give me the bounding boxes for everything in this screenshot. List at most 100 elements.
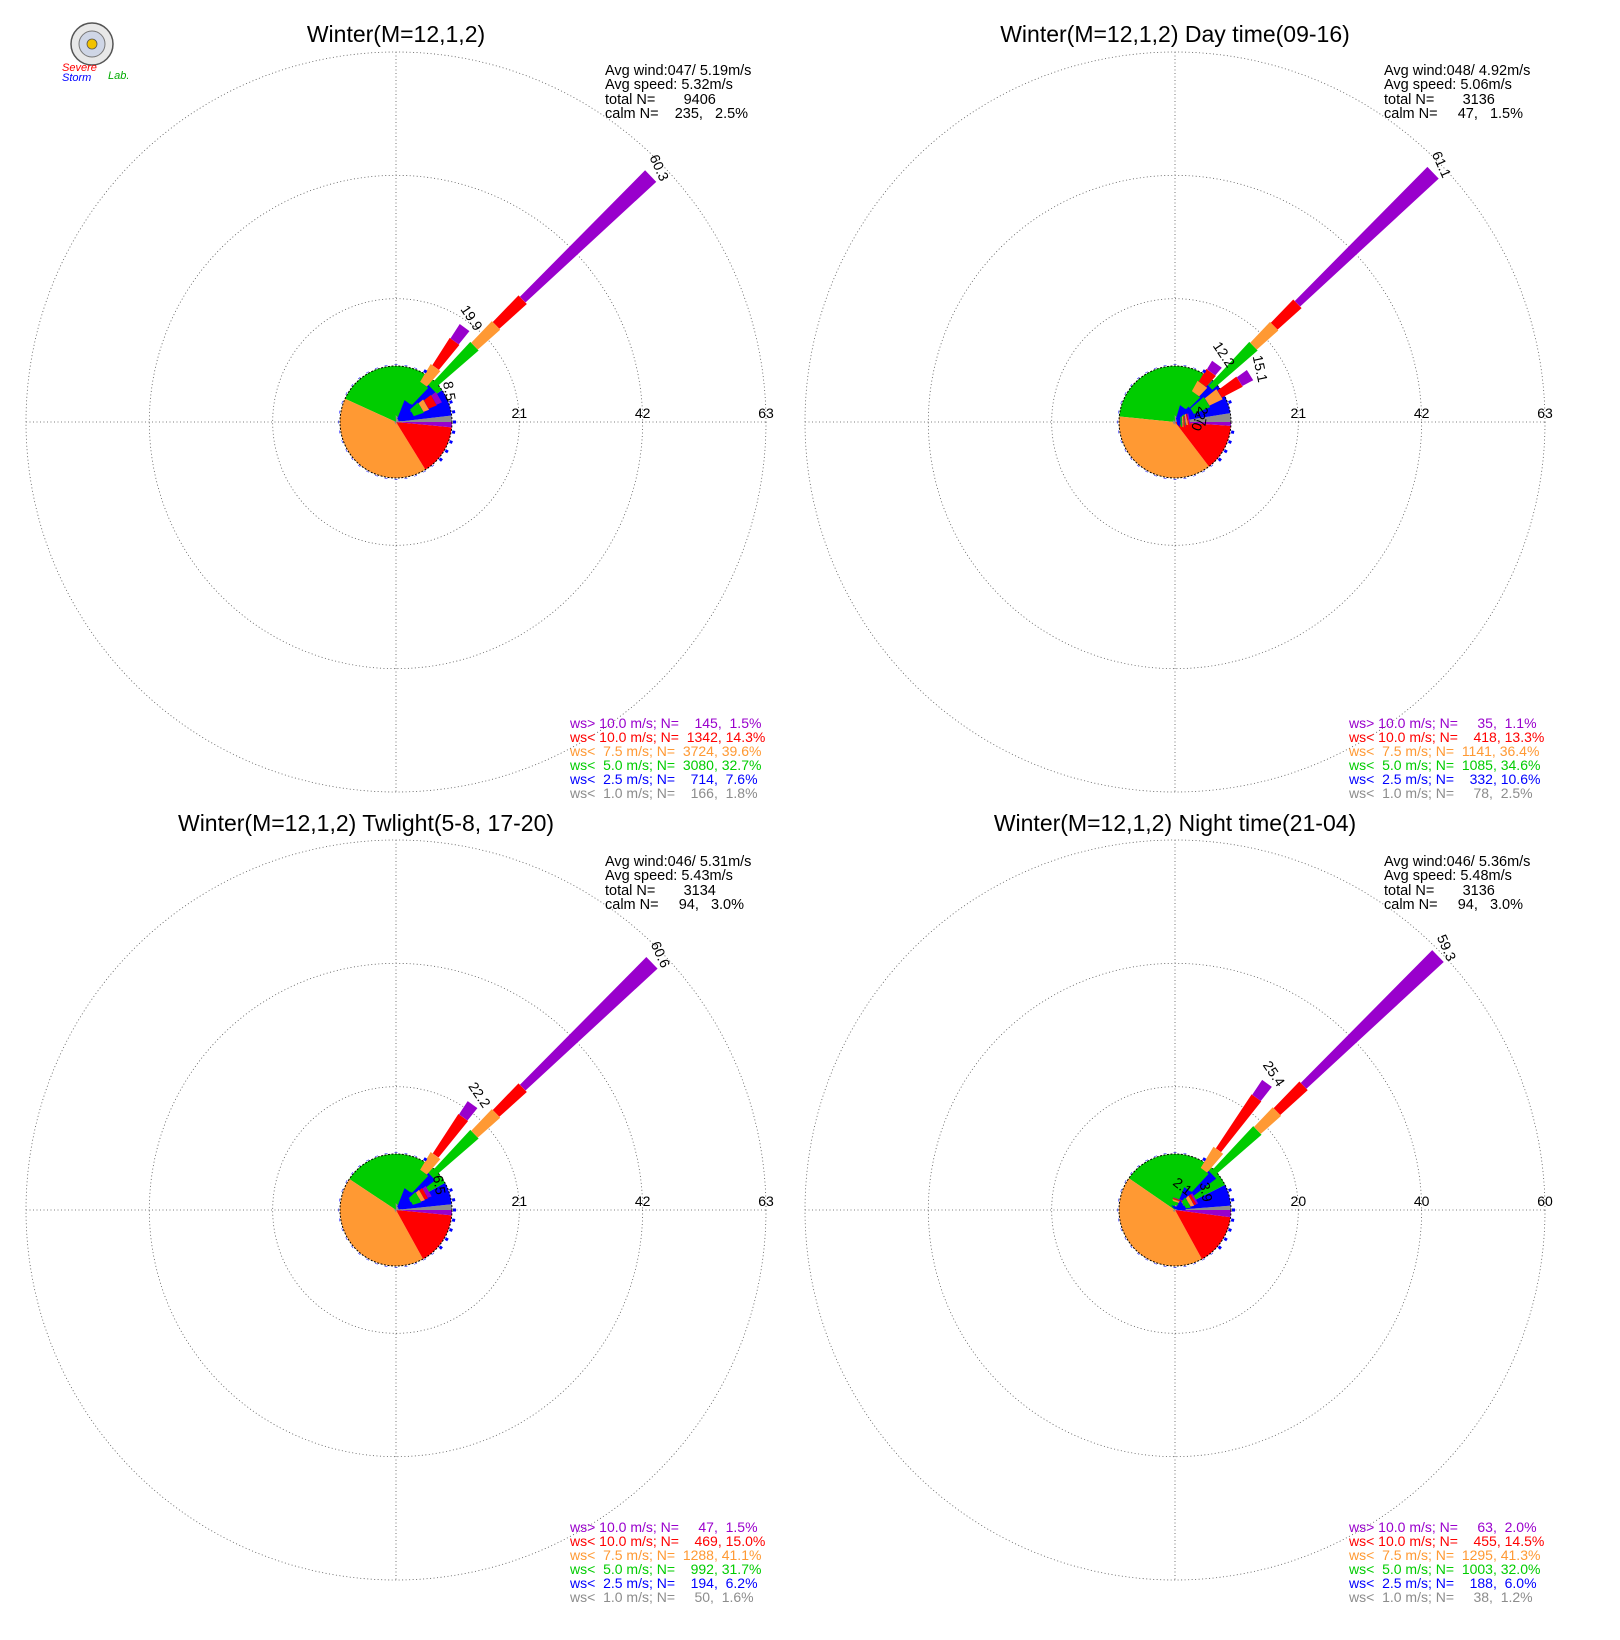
grid-ring xyxy=(1051,298,1299,546)
grid-ring xyxy=(25,51,767,793)
wind-spoke-band xyxy=(1206,360,1222,376)
minor-wind-tick xyxy=(444,1237,449,1242)
wind-spoke-band xyxy=(1270,299,1302,330)
ring-label: 20 xyxy=(1291,1193,1307,1209)
minor-wind-tick xyxy=(449,440,453,444)
wind-spoke-band xyxy=(397,407,415,422)
wind-spoke-band xyxy=(1236,370,1254,387)
wind-spoke-band xyxy=(393,1208,397,1213)
legend-entry: ws> 10.0 m/s; N= 35, 1.1% xyxy=(1348,715,1537,731)
minor-wind-tick xyxy=(451,1198,456,1202)
legend-entry: ws< 7.5 m/s; N= 1295, 41.3% xyxy=(1348,1547,1540,1563)
minor-wind-tick xyxy=(1228,1228,1232,1232)
panel-title: Winter(M=12,1,2) Twlight(5-8, 17-20) xyxy=(178,810,554,836)
pie-slice-gray xyxy=(396,1204,452,1210)
avg-wind-text: Avg wind:046/ 5.31m/s xyxy=(605,854,751,870)
ring-label: 42 xyxy=(635,405,651,421)
total-n-text: total N= 3136 xyxy=(1384,92,1495,108)
legend: ws> 10.0 m/s; N= 47, 1.5% ws< 10.0 m/s; … xyxy=(569,1519,765,1605)
legend-entry: ws< 5.0 m/s; N= 992, 31.7% xyxy=(569,1561,761,1577)
logo-word-severe: Severe xyxy=(62,62,97,74)
peak-label: 8.5 xyxy=(440,380,459,402)
avg-wind-text: Avg wind:047/ 5.19m/s xyxy=(605,63,751,79)
wind-spoke-band xyxy=(471,321,501,350)
wind-rose-panel: Winter(M=12,1,2) Day time(09-16) 21 42 6… xyxy=(804,21,1553,801)
ring-label: 63 xyxy=(758,1193,774,1209)
wind-spokes xyxy=(1117,950,1444,1268)
legend-entry: ws< 1.0 m/s; N= 78, 2.5% xyxy=(1348,785,1533,801)
pie-slice-red xyxy=(396,422,452,470)
ring-label: 42 xyxy=(635,1193,651,1209)
wind-spoke-band xyxy=(1186,413,1190,425)
pie-slice-red xyxy=(1175,422,1231,467)
ring-label: 21 xyxy=(1291,405,1307,421)
wind-spoke-band xyxy=(1173,419,1175,425)
wind-spoke-band xyxy=(423,394,437,409)
minor-wind-tick xyxy=(1223,1237,1228,1242)
wind-spoke-band xyxy=(419,1188,429,1200)
panel-title: Winter(M=12,1,2) xyxy=(307,21,485,47)
pie-center xyxy=(339,365,453,479)
pie-slice-blue xyxy=(1175,1184,1231,1210)
stats-block: Avg wind:048/ 4.92m/s Avg speed: 5.06m/s… xyxy=(1384,63,1530,122)
wind-spoke-band xyxy=(431,392,442,405)
wind-spoke-band xyxy=(410,402,424,417)
legend-entry: ws< 10.0 m/s; N= 469, 15.0% xyxy=(569,1533,765,1549)
legend-entry: ws< 5.0 m/s; N= 1003, 32.0% xyxy=(1348,1561,1540,1577)
pie-slice-purple xyxy=(1175,1210,1231,1218)
pie-slice-orange xyxy=(340,1179,424,1266)
minor-wind-tick xyxy=(1202,1157,1207,1162)
pie-slice-orange xyxy=(1119,1178,1202,1267)
wind-spoke-band xyxy=(1184,415,1186,428)
ring-label: 63 xyxy=(1537,405,1553,421)
wind-spoke-band xyxy=(415,1189,425,1202)
pie-slice-orange xyxy=(1118,416,1209,479)
grid-ring xyxy=(272,1086,520,1334)
wind-spoke-band xyxy=(432,1113,469,1158)
wind-spoke-band xyxy=(1187,413,1191,425)
wind-spokes xyxy=(338,170,657,480)
wind-spoke-band xyxy=(1188,1194,1197,1206)
wind-spoke-band xyxy=(1176,416,1180,428)
wind-spoke-band xyxy=(1172,1209,1175,1213)
minor-wind-tick xyxy=(438,457,443,462)
pie-outline xyxy=(1118,1153,1232,1267)
pie-slice-purple xyxy=(396,422,452,428)
ring-labels: 21 42 63 xyxy=(1291,405,1553,421)
pie-slice-gray xyxy=(396,415,452,422)
legend-entry: ws< 2.5 m/s; N= 714, 7.6% xyxy=(569,771,758,787)
wind-spoke-band xyxy=(397,1196,414,1210)
minor-wind-tick xyxy=(1217,1245,1222,1250)
legend-entry: ws< 5.0 m/s; N= 3080, 32.7% xyxy=(569,757,761,773)
wind-spoke-band xyxy=(1208,341,1258,390)
wind-spoke-band xyxy=(519,957,658,1091)
legend-entry: ws> 10.0 m/s; N= 145, 1.5% xyxy=(569,715,761,731)
legend-entry: ws< 2.5 m/s; N= 188, 6.0% xyxy=(1348,1575,1537,1591)
stats-block: Avg wind:046/ 5.36m/s Avg speed: 5.48m/s… xyxy=(1384,854,1530,913)
pie-slice-purple xyxy=(1175,422,1231,426)
wind-rose-panel: Winter(M=12,1,2) Twlight(5-8, 17-20) 21 … xyxy=(25,810,774,1605)
minor-wind-tick xyxy=(1230,430,1235,434)
pie-outline xyxy=(1118,365,1232,479)
wind-rose-panel: Winter(M=12,1,2) 21 42 63 60.319.98.5 Av… xyxy=(25,21,774,801)
wind-spoke-band xyxy=(1210,1126,1262,1177)
minor-wind-tick xyxy=(423,1157,428,1162)
total-n-text: total N= 3136 xyxy=(1384,883,1495,899)
minor-wind-tick xyxy=(1228,440,1232,444)
wind-spoke-band xyxy=(1294,166,1439,307)
logo-word-storm: Storm xyxy=(62,72,91,84)
wind-spoke-band xyxy=(1204,389,1223,406)
minor-wind-tick xyxy=(449,1188,453,1192)
calm-n-text: calm N= 235, 2.5% xyxy=(605,106,748,122)
minor-wind-tick xyxy=(449,400,453,404)
polar-grid xyxy=(804,51,1546,793)
wind-spoke-band xyxy=(1183,415,1185,428)
wind-spoke-band xyxy=(1190,1193,1199,1204)
grid-ring xyxy=(25,839,767,1581)
wind-spoke-band xyxy=(429,341,479,390)
wind-spoke-band xyxy=(397,400,415,420)
panel-title: Winter(M=12,1,2) Night time(21-04) xyxy=(994,810,1356,836)
peak-label: 15.1 xyxy=(1250,354,1271,384)
minor-wind-tick xyxy=(444,449,449,454)
legend: ws> 10.0 m/s; N= 35, 1.1% ws< 10.0 m/s; … xyxy=(1348,715,1544,801)
